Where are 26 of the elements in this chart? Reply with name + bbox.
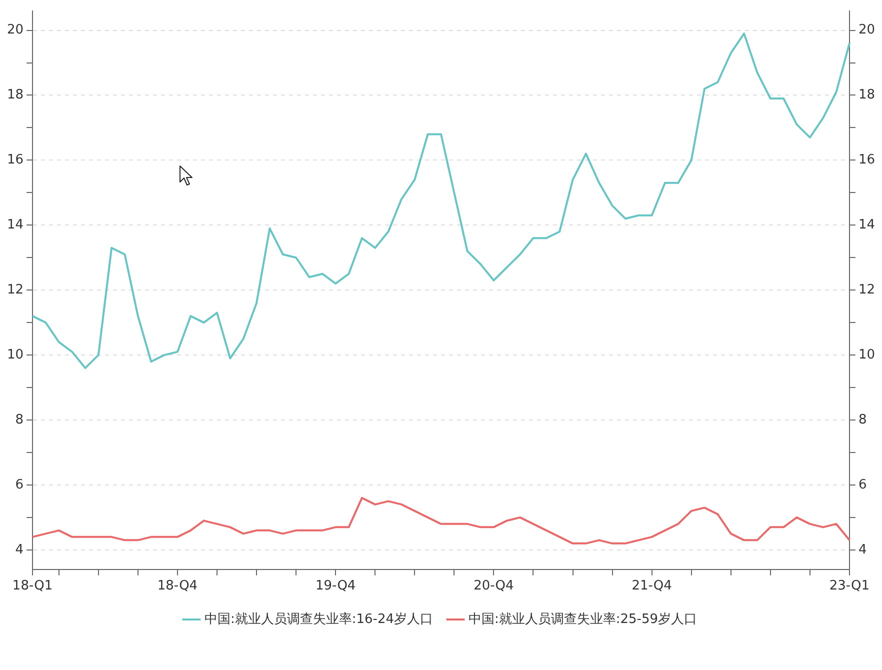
y2-tick-label: 18: [858, 88, 876, 103]
legend-label: 中国:就业人员调查失业率:25-59岁人口: [468, 610, 698, 627]
x-tick-label: 21-Q4: [632, 578, 672, 594]
y-tick-label: 4: [15, 542, 24, 558]
y2-tick-label: 8: [858, 412, 867, 428]
y2-tick-label: 16: [858, 152, 876, 168]
x-tick-label: 23-Q1: [829, 578, 870, 594]
y2-tick-label: 14: [858, 218, 876, 233]
x-tick-label: 19-Q4: [315, 578, 356, 594]
y-tick-label: 18: [6, 88, 24, 103]
x-tick-label: 20-Q4: [474, 578, 514, 594]
y-tick-label: 6: [15, 477, 24, 492]
y2-tick-label: 10: [858, 347, 876, 362]
y-tick-label: 8: [15, 412, 24, 428]
y-tick-label: 10: [6, 347, 24, 362]
y-tick-label: 20: [6, 22, 24, 38]
y-tick-label: 16: [6, 152, 24, 168]
y2-tick-label: 6: [858, 477, 867, 492]
y-tick-label: 12: [6, 282, 24, 298]
legend-label: 中国:就业人员调查失业率:16-24岁人口: [204, 610, 434, 627]
y2-tick-label: 20: [858, 22, 876, 38]
x-tick-label: 18-Q1: [12, 578, 53, 594]
y2-tick-label: 12: [858, 282, 876, 298]
x-tick-label: 18-Q4: [157, 578, 198, 594]
y2-tick-label: 4: [858, 542, 867, 558]
y-tick-label: 14: [6, 218, 24, 233]
